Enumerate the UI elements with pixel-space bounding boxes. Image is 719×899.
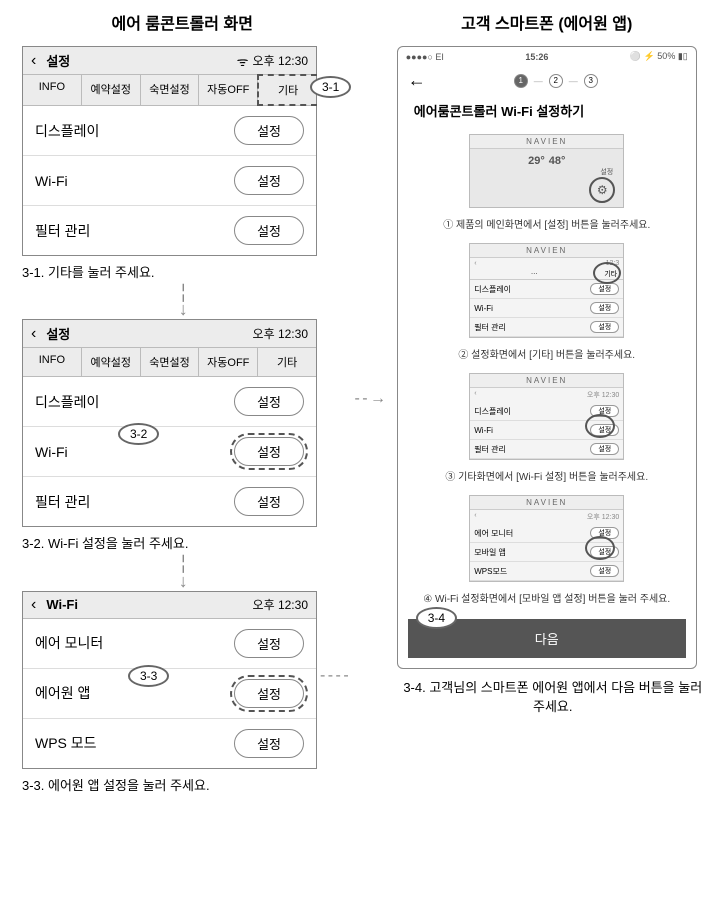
set-button[interactable]: 설정 (234, 487, 304, 516)
step-3: 3 (584, 74, 598, 88)
mini-screen-4: NAVIEN ‹오후 12:30 에어 모니터설정 모바일 앱설정 WPS모드설… (469, 495, 624, 582)
tab-reserve[interactable]: 예약설정 (82, 348, 141, 376)
set-button[interactable]: 설정 (234, 166, 304, 195)
panel-title: 설정 (46, 51, 236, 70)
phone-step-text-3: ③ 기타화면에서 [Wi-Fi 설정] 버튼을 눌러주세요. (398, 466, 696, 491)
set-button[interactable]: 설정 (234, 729, 304, 758)
row-wifi: Wi-Fi설정 (23, 156, 316, 206)
back-icon[interactable]: ‹ (31, 325, 36, 343)
controller-panel-1: ‹ 설정 ᯤ 오후 12:30 INFO 예약설정 숙면설정 자동OFF 기타 … (22, 46, 317, 256)
left-col-title: 에어 룸콘트롤러 화면 (10, 10, 354, 34)
phone-step-text-2: ② 설정화면에서 [기타] 버튼을 눌러주세요. (398, 344, 696, 369)
step-indicator: 1— 2— 3 (426, 74, 686, 88)
row-filter: 필터 관리설정 (23, 477, 316, 526)
phone-title: 에어룸콘트롤러 Wi-Fi 설정하기 (398, 95, 696, 130)
set-button[interactable]: 설정 (234, 437, 304, 466)
battery-icon: ⚪ ⚡ 50% ▮▯ (630, 51, 688, 62)
row-airmonitor: 에어 모니터설정 (23, 619, 316, 669)
panel-title: 설정 (46, 324, 252, 343)
callout-3-4: 3-4 (416, 607, 457, 629)
controller-panel-3: ‹ Wi-Fi 오후 12:30 에어 모니터설정 에어원 앱설정 WPS 모드… (22, 591, 317, 769)
tab-autooff[interactable]: 자동OFF (199, 75, 258, 105)
tab-etc[interactable]: 기타 (258, 348, 316, 376)
step-2: 2 (549, 74, 563, 88)
right-col-title: 고객 스마트폰 (에어원 앱) (384, 10, 709, 34)
callout-3-3: 3-3 (128, 665, 169, 687)
panel-title: Wi-Fi (46, 597, 252, 612)
phone-time: 15:26 (444, 52, 630, 62)
caption-3-1: 3-1. 기타를 눌러 주세요. (22, 262, 354, 281)
arrow-down-icon: ╎↓ (10, 285, 354, 317)
phone-status-bar: ●●●●○ EI 15:26 ⚪ ⚡ 50% ▮▯ (398, 47, 696, 66)
tab-autooff[interactable]: 자동OFF (199, 348, 258, 376)
wifi-icon: ᯤ (237, 52, 249, 70)
row-filter: 필터 관리설정 (23, 206, 316, 255)
arrow-right-icon: - - - - (320, 667, 348, 685)
arrow-down-icon: ╎↓ (10, 556, 354, 588)
carrier: ●●●●○ EI (406, 52, 444, 62)
gear-icon: ⚙ (589, 177, 615, 203)
set-button[interactable]: 설정 (234, 629, 304, 658)
panel-time: 오후 12:30 (253, 52, 308, 69)
row-airapp: 에어원 앱설정 (23, 669, 316, 719)
mini-screen-3: NAVIEN ‹오후 12:30 디스플레이설정 Wi-Fi설정 필터 관리설정 (469, 373, 624, 460)
mini-screen-1: NAVIEN 29°48° ⚙ 설정 (469, 134, 624, 208)
set-button[interactable]: 설정 (234, 679, 304, 708)
caption-3-3: 3-3. 에어원 앱 설정을 눌러 주세요. (22, 775, 354, 794)
mini-screen-2: NAVIEN ‹12:3 …기타 디스플레이설정 Wi-Fi설정 필터 관리설정 (469, 243, 624, 338)
row-display: 디스플레이설정 (23, 106, 316, 156)
row-wifi: Wi-Fi설정 (23, 427, 316, 477)
panel-time: 오후 12:30 (253, 325, 308, 342)
step-1: 1 (514, 74, 528, 88)
row-wps: WPS 모드설정 (23, 719, 316, 768)
row-display: 디스플레이설정 (23, 377, 316, 427)
phone-back-icon[interactable]: ← (408, 70, 426, 91)
phone-frame: ●●●●○ EI 15:26 ⚪ ⚡ 50% ▮▯ ← 1— 2— 3 에어룸콘… (397, 46, 697, 669)
tab-info[interactable]: INFO (23, 75, 82, 105)
set-button[interactable]: 설정 (234, 387, 304, 416)
controller-panel-2: ‹ 설정 오후 12:30 INFO 예약설정 숙면설정 자동OFF 기타 디스… (22, 319, 317, 527)
arrow-right-icon: - - → (354, 390, 385, 408)
tab-sleep[interactable]: 숙면설정 (141, 75, 200, 105)
brand: NAVIEN (470, 135, 623, 149)
back-icon[interactable]: ‹ (31, 52, 36, 70)
tab-info[interactable]: INFO (23, 348, 82, 376)
panel-time: 오후 12:30 (253, 596, 308, 613)
caption-3-2: 3-2. Wi-Fi 설정을 눌러 주세요. (22, 533, 354, 552)
callout-3-1: 3-1 (310, 76, 351, 98)
back-icon[interactable]: ‹ (31, 596, 36, 614)
set-button[interactable]: 설정 (234, 116, 304, 145)
tab-etc[interactable]: 기타 (257, 74, 317, 106)
set-button[interactable]: 설정 (234, 216, 304, 245)
tab-sleep[interactable]: 숙면설정 (141, 348, 200, 376)
tab-reserve[interactable]: 예약설정 (82, 75, 141, 105)
phone-step-text-1: ① 제품의 메인화면에서 [설정] 버튼을 눌러주세요. (398, 214, 696, 239)
caption-3-4: 3-4. 고객님의 스마트폰 에어원 앱에서 다음 버튼을 눌러 주세요. (396, 677, 709, 715)
